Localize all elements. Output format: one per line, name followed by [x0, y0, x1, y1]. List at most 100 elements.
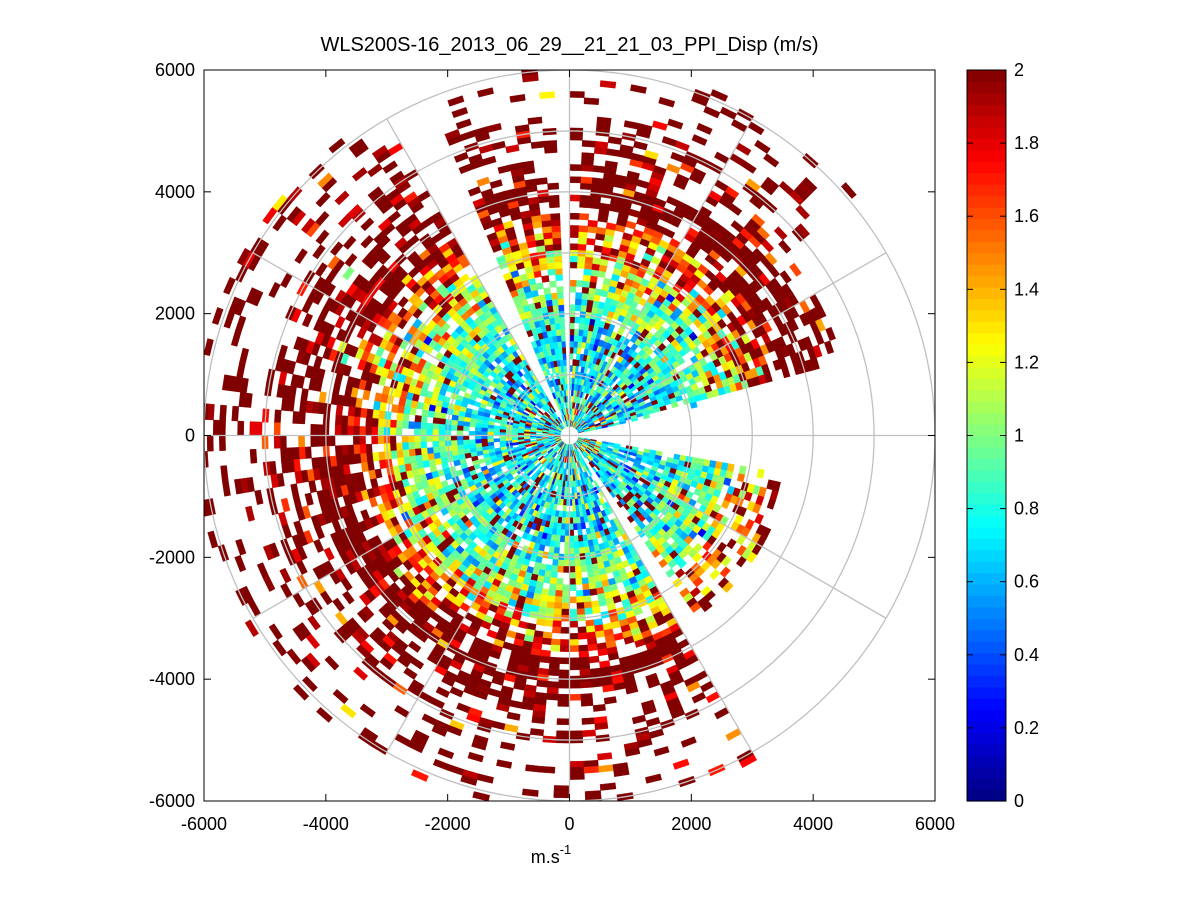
- data-cell: [550, 219, 561, 227]
- data-cell: [548, 546, 556, 554]
- data-cell: [558, 681, 570, 689]
- data-cell: [547, 595, 556, 603]
- data-cell: [691, 134, 708, 146]
- data-cell: [574, 547, 581, 555]
- data-cell: [546, 262, 556, 270]
- data-cell: [557, 304, 565, 312]
- data-cell: [552, 620, 562, 628]
- data-cell: [802, 336, 814, 350]
- data-cell: [575, 577, 583, 585]
- data-cell: [420, 447, 428, 456]
- data-cell: [554, 602, 563, 610]
- data-cell: [450, 424, 458, 431]
- data-cell: [569, 212, 580, 220]
- data-cell: [583, 759, 599, 768]
- data-cell: [255, 421, 263, 436]
- data-cell: [541, 637, 552, 646]
- data-cell: [487, 428, 494, 433]
- data-cell: [577, 243, 587, 251]
- data-cell: [432, 429, 439, 436]
- data-cell: [389, 419, 397, 429]
- data-cell: [594, 288, 603, 296]
- data-cell: [594, 722, 609, 731]
- data-cell: [456, 435, 464, 441]
- data-cell: [472, 197, 486, 208]
- data-cell: [577, 237, 587, 245]
- data-cell: [560, 627, 570, 634]
- data-cell: [587, 576, 596, 584]
- data-cell: [439, 412, 447, 420]
- data-cell: [337, 213, 353, 228]
- data-cell: [575, 298, 582, 306]
- data-cell: [569, 620, 579, 628]
- data-cell: [413, 435, 421, 443]
- data-cell: [587, 225, 598, 234]
- data-cell: [551, 565, 559, 573]
- data-cell: [584, 256, 594, 264]
- data-cell: [658, 96, 676, 108]
- data-cell: [372, 400, 381, 411]
- data-cell: [569, 225, 579, 232]
- data-cell: [438, 429, 445, 436]
- data-cell: [557, 565, 564, 573]
- data-cell: [586, 238, 596, 246]
- data-cell: [569, 773, 585, 780]
- data-cell: [456, 439, 464, 446]
- data-cell: [499, 429, 506, 433]
- data-cell: [493, 438, 500, 443]
- data-cell: [371, 426, 378, 436]
- data-cell: [552, 237, 562, 245]
- data-cell: [586, 631, 597, 640]
- data-cell: [548, 194, 560, 203]
- data-cell: [550, 638, 561, 646]
- data-cell: [561, 517, 567, 524]
- data-cell: [840, 182, 857, 199]
- data-cell: [543, 140, 558, 148]
- data-cell: [553, 547, 560, 555]
- data-cell: [552, 626, 562, 634]
- data-cell: [580, 565, 588, 573]
- data-cell: [391, 404, 399, 414]
- data-cell: [596, 116, 612, 125]
- data-cell: [481, 423, 489, 429]
- data-cell: [562, 505, 567, 512]
- data-cell: [549, 656, 561, 664]
- data-cell: [432, 446, 440, 454]
- data-cell: [557, 298, 564, 306]
- data-cell: [334, 190, 350, 206]
- data-cell: [580, 522, 587, 530]
- data-cell: [591, 606, 601, 614]
- data-cell: [761, 297, 773, 310]
- data-cell: [420, 435, 427, 443]
- data-cell: [457, 420, 465, 427]
- data-cell: [438, 423, 446, 431]
- data-cell: [456, 425, 464, 432]
- data-cell: [576, 341, 583, 349]
- data-cell: [398, 397, 407, 407]
- data-cell: [573, 541, 580, 549]
- data-cell: [563, 560, 570, 567]
- data-cell: [563, 499, 567, 506]
- data-cell: [569, 164, 582, 171]
- data-cell: [582, 274, 591, 282]
- data-cell: [389, 427, 397, 436]
- data-cell: [552, 304, 559, 312]
- data-cell: [563, 566, 570, 573]
- data-cell: [583, 766, 600, 774]
- data-cell: [569, 547, 575, 555]
- data-cell: [778, 180, 795, 196]
- data-cell: [562, 590, 570, 598]
- data-cell: [236, 247, 251, 266]
- data-cell: [586, 625, 596, 633]
- data-cell: [569, 133, 583, 141]
- data-cell: [585, 305, 593, 313]
- data-cell: [751, 213, 766, 227]
- data-cell: [580, 681, 592, 689]
- data-cell: [249, 448, 258, 464]
- data-cell: [569, 639, 579, 646]
- data-cell: [575, 353, 581, 361]
- data-cell: [462, 435, 470, 441]
- data-cell: [583, 97, 600, 105]
- data-cell: [401, 442, 409, 451]
